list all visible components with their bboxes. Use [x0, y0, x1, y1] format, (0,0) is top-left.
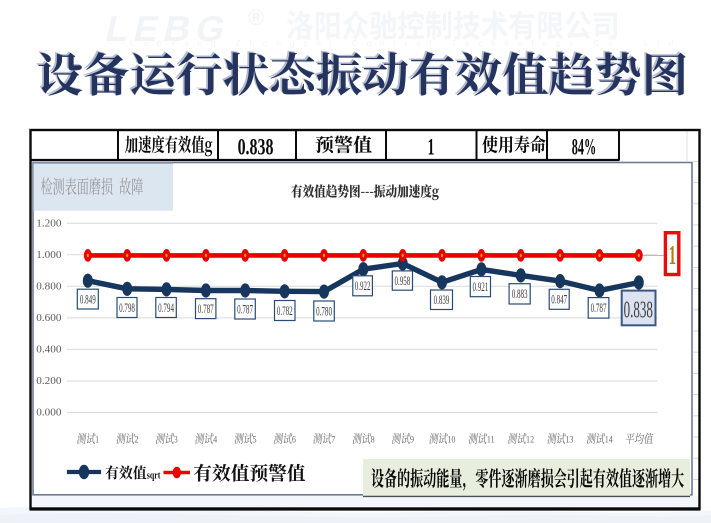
- svg-text:0.922: 0.922: [355, 280, 371, 294]
- svg-text:LuoYang Zhongchi Control Techn: LuoYang Zhongchi Control Technology Co.,…: [130, 39, 682, 48]
- svg-text:0.958: 0.958: [394, 275, 410, 289]
- svg-text:10: 10: [447, 434, 456, 445]
- svg-text:9: 9: [410, 434, 415, 445]
- svg-text:0.000: 0.000: [36, 407, 62, 419]
- svg-text:13: 13: [565, 434, 574, 445]
- svg-text:0.921: 0.921: [472, 281, 488, 295]
- svg-text:1: 1: [95, 434, 99, 445]
- svg-text:6: 6: [292, 434, 297, 445]
- svg-text:12: 12: [526, 434, 534, 445]
- svg-text:0.838: 0.838: [624, 297, 653, 323]
- svg-text:3: 3: [174, 434, 179, 445]
- svg-text:7: 7: [331, 434, 336, 445]
- svg-text:4: 4: [213, 434, 218, 445]
- svg-text:1.200: 1.200: [36, 217, 62, 229]
- svg-text:0.794: 0.794: [158, 302, 174, 316]
- svg-text:®: ®: [248, 5, 264, 30]
- svg-text:0.400: 0.400: [36, 344, 62, 356]
- svg-text:1.000: 1.000: [36, 249, 62, 261]
- svg-text:0.839: 0.839: [434, 294, 450, 308]
- svg-text:8: 8: [371, 434, 376, 445]
- svg-text:84%: 84%: [572, 135, 596, 160]
- svg-text:0.800: 0.800: [36, 281, 62, 293]
- svg-text:0.787: 0.787: [198, 303, 214, 317]
- svg-text:0.200: 0.200: [36, 375, 62, 387]
- svg-text:14: 14: [605, 434, 614, 445]
- svg-text:0.883: 0.883: [512, 288, 528, 302]
- svg-text:5: 5: [253, 434, 258, 445]
- svg-text:1: 1: [428, 135, 435, 160]
- svg-text:0.838: 0.838: [238, 135, 274, 161]
- svg-text:0.782: 0.782: [277, 305, 293, 319]
- svg-text:LEBG: LEBG: [102, 8, 235, 49]
- svg-text:11: 11: [487, 434, 495, 445]
- svg-text:0.600: 0.600: [36, 312, 62, 324]
- svg-text:0.849: 0.849: [80, 293, 96, 307]
- svg-text:0.780: 0.780: [316, 305, 332, 319]
- svg-text:0.847: 0.847: [551, 294, 567, 308]
- svg-text:0.787: 0.787: [237, 303, 253, 317]
- svg-text:1: 1: [669, 240, 676, 270]
- svg-text:0.787: 0.787: [591, 302, 607, 316]
- svg-text:2: 2: [134, 434, 138, 445]
- svg-text:sqrt: sqrt: [147, 469, 161, 482]
- svg-text:0.798: 0.798: [119, 302, 135, 316]
